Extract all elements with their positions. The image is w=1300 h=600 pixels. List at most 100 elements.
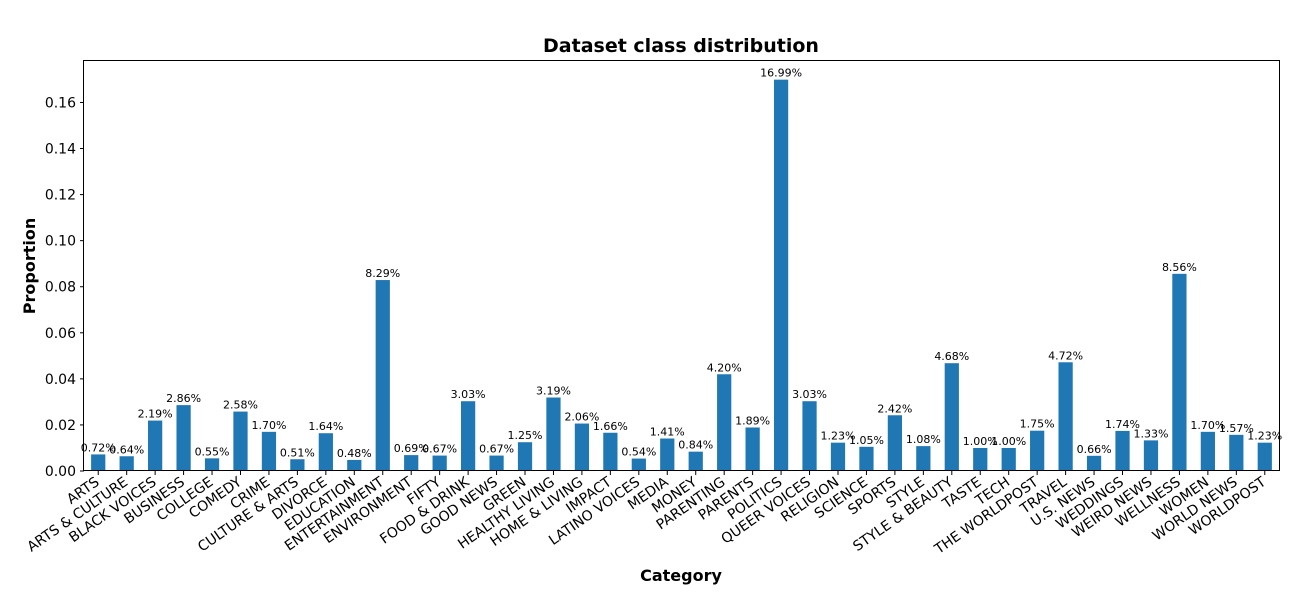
bar-15	[517, 442, 533, 471]
bar-value-label: 16.99%	[760, 67, 802, 80]
plot-frame	[83, 60, 1280, 471]
y-tick-label: 0.02	[45, 418, 76, 434]
bar-value-label: 0.55%	[195, 445, 230, 458]
bar-value-label: 1.75%	[1020, 418, 1055, 431]
bar-20	[660, 438, 675, 471]
bar-value-label: 2.86%	[166, 392, 201, 405]
bar-23	[745, 427, 760, 471]
bar-8	[318, 433, 333, 471]
bar-13	[460, 401, 476, 471]
bar-value-label: 3.03%	[451, 388, 486, 401]
bar-17	[574, 423, 590, 471]
bar-value-label: 8.29%	[365, 267, 400, 280]
bar-value-label: 1.23%	[1247, 430, 1282, 443]
bar-value-label: 2.19%	[138, 408, 173, 421]
bar-4	[204, 458, 220, 471]
bar-30	[944, 363, 959, 471]
bar-value-label: 1.57%	[1219, 422, 1254, 435]
bar-value-label: 0.67%	[422, 443, 457, 456]
bar-16	[546, 397, 561, 471]
bar-value-label: 4.68%	[934, 350, 969, 363]
bar-25	[802, 401, 817, 471]
bar-value-label: 0.69%	[394, 442, 429, 455]
bar-value-label: 0.84%	[678, 439, 713, 452]
bar-value-label: 1.25%	[508, 429, 543, 442]
bar-value-label: 0.54%	[621, 446, 656, 459]
bar-value-label: 0.67%	[479, 443, 514, 456]
y-tick-label: 0.14	[45, 142, 76, 158]
bar-10	[375, 280, 390, 471]
y-tick-label: 0.04	[45, 372, 76, 388]
bar-value-label: 0.66%	[1077, 443, 1112, 456]
bar-value-label: 2.06%	[564, 411, 599, 424]
bar-19	[631, 458, 646, 471]
bar-3	[176, 405, 191, 471]
bar-5	[233, 411, 248, 471]
y-tick-label: 0.12	[45, 188, 76, 204]
bar-0	[91, 454, 106, 471]
bar-value-label: 4.20%	[707, 361, 742, 374]
x-axis-title: Category	[640, 566, 722, 585]
bar-21	[688, 451, 703, 471]
bar-37	[1143, 440, 1159, 471]
bar-value-label: 0.64%	[109, 443, 144, 456]
bar-value-label: 1.08%	[906, 433, 941, 446]
bar-value-label: 1.33%	[1133, 427, 1168, 440]
bars-layer	[91, 79, 1272, 471]
bar-14	[489, 455, 504, 471]
bar-value-label: 4.72%	[1048, 349, 1083, 362]
bar-18	[603, 432, 618, 471]
bar-value-label: 3.03%	[792, 388, 827, 401]
bar-labels-layer: 0.72%0.64% 2.19% 2.86% 0.55% 2.58% 1.70% 0.51%…	[81, 67, 1282, 460]
bar-34	[1058, 362, 1073, 471]
bar-value-label: 1.23%	[821, 430, 856, 443]
bar-value-label: 1.00%	[963, 435, 998, 448]
bar-value-label: 3.19%	[536, 385, 571, 398]
bar-28	[887, 415, 903, 471]
bar-9	[347, 459, 362, 471]
bar-27	[859, 446, 874, 471]
y-tick-label: 0.08	[45, 280, 76, 296]
bar-value-label: 8.56%	[1162, 261, 1197, 274]
bar-value-label: 1.41%	[650, 426, 685, 439]
bar-value-label: 1.74%	[1105, 418, 1140, 431]
bar-value-label: 0.48%	[337, 447, 372, 460]
bar-7	[290, 459, 305, 471]
bar-2	[148, 420, 163, 471]
y-axis-title: Proportion	[20, 218, 39, 314]
bar-12	[432, 455, 447, 471]
bar-36	[1115, 430, 1130, 471]
bar-value-label: 1.00%	[991, 435, 1026, 448]
bar-35	[1086, 455, 1102, 471]
bar-29	[916, 446, 931, 471]
bar-value-label: 1.70%	[251, 419, 286, 432]
bar-value-label: 1.05%	[849, 434, 884, 447]
bar-value-label: 1.70%	[1190, 419, 1225, 432]
bar-11	[404, 455, 419, 471]
y-tick-label: 0.16	[45, 95, 76, 111]
y-tick-label: 0.00	[45, 464, 76, 480]
chart-title: Dataset class distribution	[543, 35, 819, 57]
y-axis: 0.00 0.02 0.04 0.06 0.08 0.10 0.12 0.14 0.16	[45, 95, 84, 480]
bar-value-label: 2.58%	[223, 399, 258, 412]
bar-value-label: 0.51%	[280, 446, 315, 459]
bar-40	[1229, 434, 1244, 471]
bar-39	[1200, 431, 1215, 471]
bar-value-label: 2.42%	[877, 402, 912, 415]
bar-41	[1257, 442, 1272, 471]
y-tick-label: 0.10	[45, 234, 76, 250]
bar-32	[1001, 447, 1016, 471]
bar-38	[1172, 273, 1187, 471]
bar-value-label: 1.89%	[735, 414, 770, 427]
bar-6	[261, 431, 277, 471]
bar-value-label: 1.64%	[308, 420, 343, 433]
bar-26	[830, 442, 846, 471]
bar-value-label: 1.66%	[593, 420, 628, 433]
bar-24	[773, 79, 789, 471]
bar-33	[1030, 430, 1045, 471]
y-tick-label: 0.06	[45, 326, 76, 342]
bar-31	[973, 447, 988, 471]
